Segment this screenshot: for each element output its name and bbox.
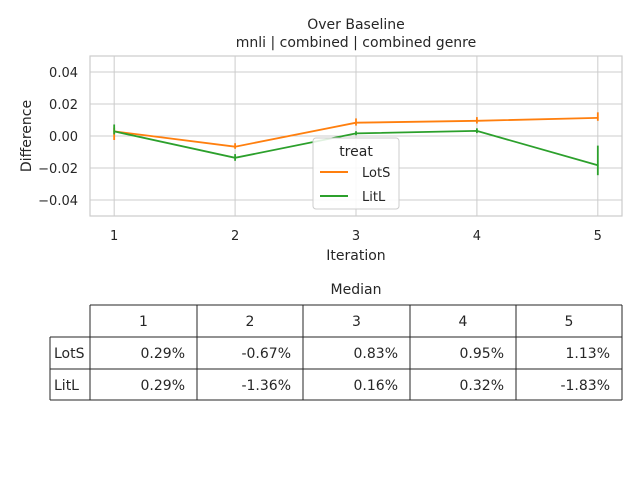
data-point-lots	[476, 120, 478, 122]
chart-subtitle: mnli | combined | combined genre	[236, 35, 477, 51]
plot-area-frame	[89, 55, 623, 217]
data-point-litl	[476, 130, 478, 132]
table-cell: 0.32%	[460, 378, 504, 394]
y-tick-label: 0.00	[49, 130, 78, 145]
data-point-litl	[234, 156, 236, 159]
table-cell: -0.67%	[241, 346, 291, 362]
x-tick-label: 2	[231, 229, 239, 244]
legend-box	[312, 137, 400, 210]
y-tick-label: −0.02	[38, 162, 78, 177]
table-cell: -1.36%	[241, 378, 291, 394]
x-tick-label: 1	[110, 229, 118, 244]
x-tick-label: 3	[352, 229, 360, 244]
y-tick-labels: 0.04 0.02 0.00 −0.02 −0.04	[38, 66, 78, 209]
data-point-litl	[113, 130, 115, 133]
x-axis-label: Iteration	[326, 248, 385, 264]
table-cell: 1.13%	[566, 346, 610, 362]
legend-label-litl: LitL	[362, 190, 386, 205]
y-tick-label: 0.02	[49, 98, 78, 113]
series-layer	[113, 112, 599, 176]
table-cell: 0.16%	[354, 378, 398, 394]
data-point-lots	[597, 117, 599, 119]
x-tick-label: 4	[473, 229, 481, 244]
table-cell: -1.83%	[560, 378, 610, 394]
median-table: 1 2 3 4 5 LotS 0.29% -0.67% 0.83% 0.95% 1.13% LitL 0…	[49, 304, 623, 401]
legend-label-lots: LotS	[362, 166, 390, 181]
y-tick-label: 0.04	[49, 66, 78, 81]
table-row-label: LitL	[54, 378, 79, 394]
table-cell: 0.29%	[141, 378, 185, 394]
y-tick-label: −0.04	[38, 194, 78, 209]
legend-title: treat	[339, 144, 373, 160]
table-cell: 0.29%	[141, 346, 185, 362]
data-point-lots	[234, 145, 236, 148]
x-tick-labels: 1 2 3 4 5	[110, 229, 602, 244]
table-title: Median	[331, 282, 382, 298]
legend: treat LotS LitL	[312, 137, 400, 210]
chart-title: Over Baseline	[307, 17, 404, 33]
x-tick-label: 5	[594, 229, 602, 244]
table-column-header: 4	[459, 314, 468, 330]
table-cell: 0.83%	[354, 346, 398, 362]
data-point-litl	[355, 132, 357, 135]
data-point-litl	[597, 164, 599, 167]
data-point-lots	[355, 121, 357, 124]
table-cell: 0.95%	[460, 346, 504, 362]
table-column-header: 2	[246, 314, 255, 330]
table-column-header: 3	[352, 314, 361, 330]
table-row-label: LotS	[54, 346, 85, 362]
y-axis-label: Difference	[19, 100, 35, 172]
table-column-header: 5	[565, 314, 574, 330]
table-column-header: 1	[139, 314, 148, 330]
